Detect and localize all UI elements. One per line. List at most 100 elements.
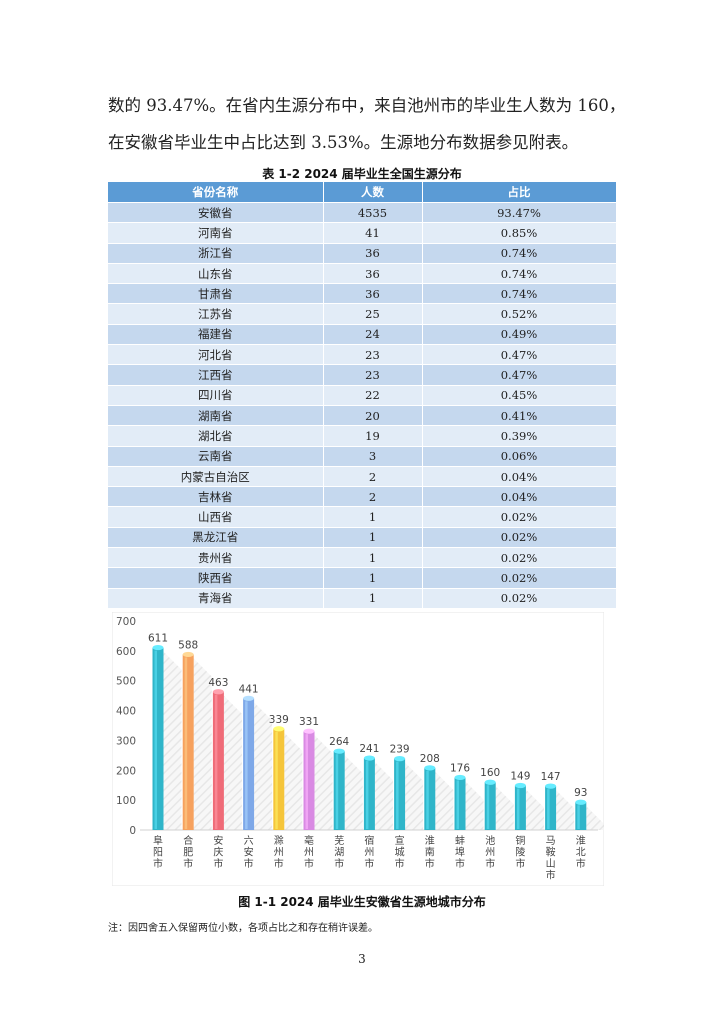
cell-province: 江西省 <box>108 364 324 386</box>
table-row: 山西省 1 0.02% <box>108 506 617 528</box>
table-row: 云南省 3 0.06% <box>108 445 617 467</box>
bar-shadow <box>586 806 604 830</box>
header-ratio: 占比 <box>422 182 617 203</box>
cell-province: 安徽省 <box>108 201 324 223</box>
table-body: 安徽省 4535 93.47% 河南省 41 0.85% 浙江省 36 0.74% 山东省 36 0.… <box>108 201 617 608</box>
source-province-table: 省份名称 人数 占比 安徽省 4535 93.47% 河南省 41 0.85% 浙江省 36 0… <box>108 182 617 608</box>
bar-cap <box>243 695 255 701</box>
bar-shadow <box>465 781 484 830</box>
cell-count: 3 <box>323 445 423 467</box>
y-tick-label: 400 <box>116 706 136 718</box>
cell-province: 山西省 <box>108 506 324 528</box>
cell-ratio: 93.47% <box>422 201 617 223</box>
cell-count: 2 <box>323 465 423 487</box>
bar-value-label: 147 <box>541 771 561 783</box>
table-row: 内蒙古自治区 2 0.04% <box>108 465 617 487</box>
category-label: 安庆市 <box>213 834 223 870</box>
cell-count: 20 <box>323 404 423 426</box>
cell-ratio: 0.02% <box>422 547 617 568</box>
table-row: 河北省 23 0.47% <box>108 344 617 365</box>
cell-count: 23 <box>323 344 423 365</box>
table-row: 黑龙江省 1 0.02% <box>108 526 617 548</box>
cell-province: 河北省 <box>108 344 324 365</box>
cell-ratio: 0.02% <box>422 506 617 528</box>
bar-shadow <box>525 789 544 830</box>
cell-count: 2 <box>323 486 423 507</box>
cell-province: 湖北省 <box>108 425 324 447</box>
table-caption: 表 1-2 2024 届毕业生全国生源分布 <box>262 167 462 181</box>
bar-highlight <box>275 731 278 829</box>
cell-ratio: 0.04% <box>422 465 617 487</box>
bar <box>545 786 557 830</box>
bar-shadow <box>284 732 303 830</box>
bar-shadow <box>254 702 273 830</box>
bar-highlight <box>245 701 248 829</box>
bar <box>182 654 194 830</box>
header-count: 人数 <box>323 182 423 203</box>
bar-cap <box>333 748 345 754</box>
bar <box>152 647 164 830</box>
table-row: 湖北省 19 0.39% <box>108 425 617 447</box>
cell-ratio: 0.02% <box>422 526 617 548</box>
cell-count: 1 <box>323 547 423 568</box>
cell-ratio: 0.39% <box>422 425 617 447</box>
bar-highlight <box>516 788 520 829</box>
category-label: 滁州市 <box>274 834 284 870</box>
bar-shadow <box>223 695 242 830</box>
bar-cap <box>182 651 194 658</box>
bar-shadow <box>163 651 182 830</box>
bar <box>212 691 224 830</box>
table-row: 湖南省 20 0.41% <box>108 404 617 426</box>
table-row: 河南省 41 0.85% <box>108 222 617 244</box>
cell-count: 36 <box>323 283 423 304</box>
cell-count: 25 <box>323 303 423 325</box>
category-label: 亳州市 <box>304 834 314 870</box>
bar-cap <box>303 728 315 734</box>
bar-cap <box>575 799 587 805</box>
cell-count: 22 <box>323 384 423 406</box>
bar-highlight <box>456 780 459 829</box>
bar-value-label: 149 <box>510 771 530 783</box>
bar-value-label: 93 <box>574 787 587 799</box>
cell-province: 内蒙古自治区 <box>108 465 324 487</box>
bar-highlight <box>184 657 188 829</box>
cell-count: 4535 <box>323 201 423 223</box>
cell-province: 云南省 <box>108 445 324 467</box>
category-label: 芜湖市 <box>334 834 344 870</box>
table-row: 甘肃省 36 0.74% <box>108 283 617 304</box>
bar-value-label: 208 <box>420 753 440 765</box>
cell-count: 19 <box>323 425 423 447</box>
bar-highlight <box>365 761 369 829</box>
bar-highlight <box>396 761 399 829</box>
cell-ratio: 0.45% <box>422 384 617 406</box>
table-row: 青海省 1 0.02% <box>108 587 617 608</box>
table-row: 四川省 22 0.45% <box>108 384 617 406</box>
paragraph-line-1: 数的 93.47%。在省内生源分布中，来自池州市的毕业生人数为 160， <box>108 96 626 115</box>
cell-ratio: 0.49% <box>422 323 617 345</box>
cell-count: 1 <box>323 567 423 589</box>
bar-shadow <box>193 658 212 830</box>
bar-value-label: 160 <box>480 767 500 779</box>
y-tick-label: 300 <box>116 735 136 747</box>
cell-ratio: 0.06% <box>422 445 617 467</box>
cell-ratio: 0.02% <box>422 587 617 608</box>
bar-highlight <box>547 789 550 829</box>
bar-shadow <box>405 762 424 830</box>
y-tick-label: 100 <box>116 795 136 807</box>
category-label: 六安市 <box>244 835 254 870</box>
cell-province: 吉林省 <box>108 486 324 507</box>
bar-cap <box>273 726 285 732</box>
bar <box>394 758 406 830</box>
y-tick-label: 600 <box>116 646 136 658</box>
cell-ratio: 0.85% <box>422 222 617 244</box>
cell-count: 23 <box>323 364 423 386</box>
bar-cap <box>394 756 406 762</box>
bar-highlight <box>577 805 580 829</box>
bar-value-label: 611 <box>148 633 168 645</box>
bar <box>514 785 526 830</box>
cell-province: 湖南省 <box>108 404 324 426</box>
category-label: 淮南市 <box>425 835 435 870</box>
y-tick-label: 500 <box>116 676 136 688</box>
page-number: 3 <box>358 952 366 966</box>
cell-count: 36 <box>323 262 423 284</box>
